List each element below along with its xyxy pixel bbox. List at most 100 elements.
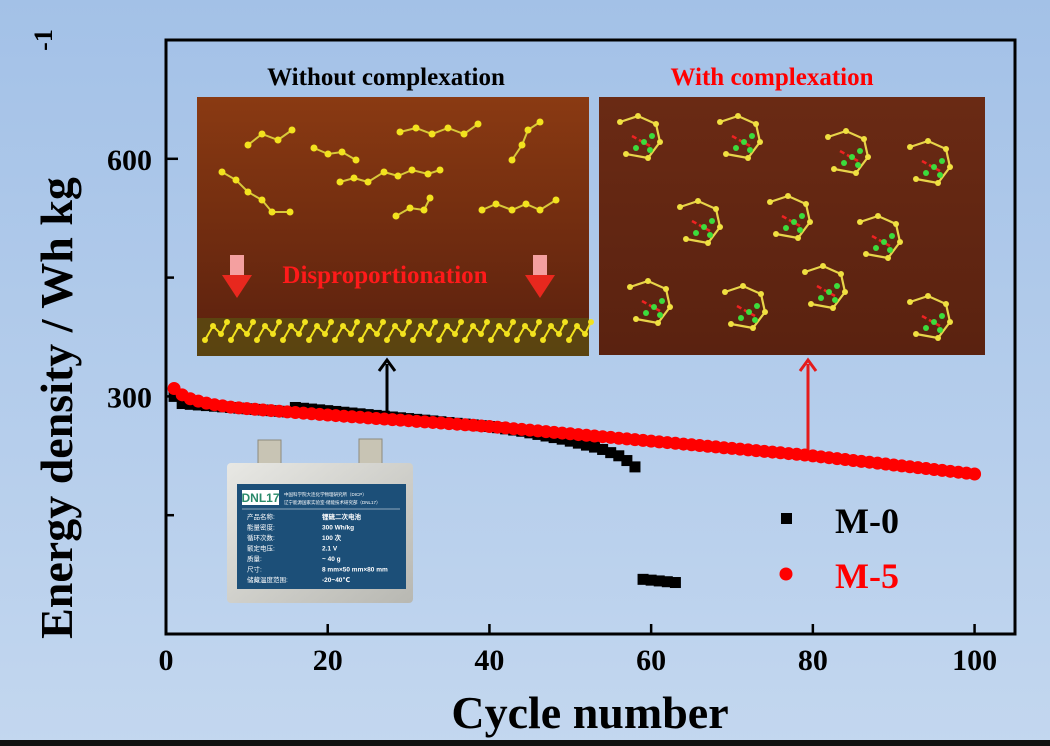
data-point-square [176, 398, 188, 410]
sulfur-atom [522, 200, 530, 208]
ligand-atom [857, 148, 863, 154]
sulfur-atom [753, 121, 759, 127]
sulfur-atom [705, 240, 711, 246]
sulfur-atom [436, 337, 442, 343]
coordination-bond [631, 134, 651, 148]
sulfur-atom [943, 146, 949, 152]
dnl17-logo-box [242, 490, 279, 505]
battery-org-line2: 辽宁能源国家实验室-储能技术研究部（DNL17） [284, 499, 381, 506]
y-axis-label-superscript: -1 [29, 29, 58, 51]
data-point-square [589, 441, 601, 453]
sulfur-atom [785, 193, 791, 199]
coordination-bond [839, 149, 859, 163]
sulfur-atom [820, 263, 826, 269]
sulfur-atom [400, 331, 406, 337]
data-point-square [645, 574, 657, 586]
chain-bond [909, 139, 952, 185]
ligand-atom [746, 309, 752, 315]
x-tick-label: 60 [636, 644, 666, 677]
sulfur-atom [762, 309, 768, 315]
x-tick-label: 100 [952, 644, 997, 677]
chain-bond [282, 321, 306, 341]
sulfur-atom [366, 323, 372, 329]
sulfur-atom [907, 144, 913, 150]
sulfur-atom [236, 323, 242, 329]
ligand-atom [649, 133, 655, 139]
sulfur-atom [757, 139, 763, 145]
complexed-polysulfide [825, 128, 871, 176]
bottom-border [0, 740, 1050, 746]
sulfur-chain [508, 118, 544, 164]
battery-spec-value: 锂硫二次电池 [322, 512, 362, 521]
sulfur-atom [508, 206, 516, 214]
sulfur-atom [262, 323, 268, 329]
deposit-cluster [566, 319, 594, 343]
deposit-cluster [514, 319, 542, 343]
sulfur-atom [364, 178, 372, 186]
sulfur-atom [310, 144, 318, 152]
complexed-polysulfides [617, 113, 953, 341]
sulfur-atom [552, 196, 560, 204]
deposit-cluster [358, 319, 386, 343]
x-tick-label: 20 [313, 644, 343, 677]
coordination-bond [921, 159, 941, 173]
data-point-square [621, 455, 633, 467]
sulfur-atom [328, 319, 334, 325]
sulfur-atom [795, 235, 801, 241]
data-point-square [613, 450, 625, 462]
ligand-atom [855, 162, 861, 168]
pouch-cell-photo: DNL17 中国科学院大连化学物理研究所（DICP） 辽宁能源国家实验室-储能技… [227, 438, 413, 603]
sulfur-atom [232, 176, 240, 184]
series-m-5 [167, 381, 982, 481]
ligand-atom [659, 298, 665, 304]
sulfur-atom [588, 319, 594, 325]
sulfur-atom [432, 319, 438, 325]
chain-bond [438, 321, 462, 341]
complexed-polysulfide [627, 278, 673, 326]
sulfur-atom [396, 128, 404, 136]
sulfur-atom [773, 231, 779, 237]
sulfur-atom [907, 299, 913, 305]
ligand-atom [923, 170, 929, 176]
data-point-square [661, 576, 673, 588]
sulfur-chain [218, 168, 294, 216]
sulfur-atom [536, 118, 544, 126]
sulfur-atom [470, 323, 476, 329]
sulfur-atom [384, 337, 390, 343]
sulfur-chain [244, 126, 296, 149]
sulfur-atom [412, 124, 420, 132]
sulfur-atom [838, 271, 844, 277]
sulfur-atom [745, 155, 751, 161]
data-point-square [564, 435, 576, 447]
sulfur-atom [655, 320, 661, 326]
sulfur-atom [635, 113, 641, 119]
ligand-atom [752, 317, 758, 323]
sulfur-atom [536, 319, 542, 325]
sulfur-atom [566, 337, 572, 343]
deposit-cluster [254, 319, 282, 343]
deposit-cluster [488, 319, 516, 343]
sulfur-atom [623, 151, 629, 157]
sulfur-atom [722, 289, 728, 295]
sulfur-atom [518, 141, 526, 149]
sulfur-atom [380, 168, 388, 176]
sulfur-atom [406, 319, 412, 325]
y-tick-label: 300 [107, 381, 152, 414]
down-arrow-icon [525, 255, 555, 298]
sulfur-atom [410, 337, 416, 343]
deposit-cluster [410, 319, 438, 343]
sulfur-atom [348, 331, 354, 337]
sulfur-atom [861, 136, 867, 142]
inset-with-complexation [599, 97, 985, 355]
sulfur-atom [478, 206, 486, 214]
chain-bond [859, 214, 902, 260]
battery-spec-value: 300 Wh/kg [322, 525, 354, 532]
coordination-bond [921, 314, 941, 328]
sulfur-atom [258, 130, 266, 138]
chain-bond [256, 321, 280, 341]
y-axis-label: Energy density / Wh kg [31, 177, 82, 639]
sulfur-atom [218, 331, 224, 337]
sulfur-chain [392, 194, 434, 220]
ligand-atom [738, 315, 744, 321]
sulfur-atom [540, 337, 546, 343]
